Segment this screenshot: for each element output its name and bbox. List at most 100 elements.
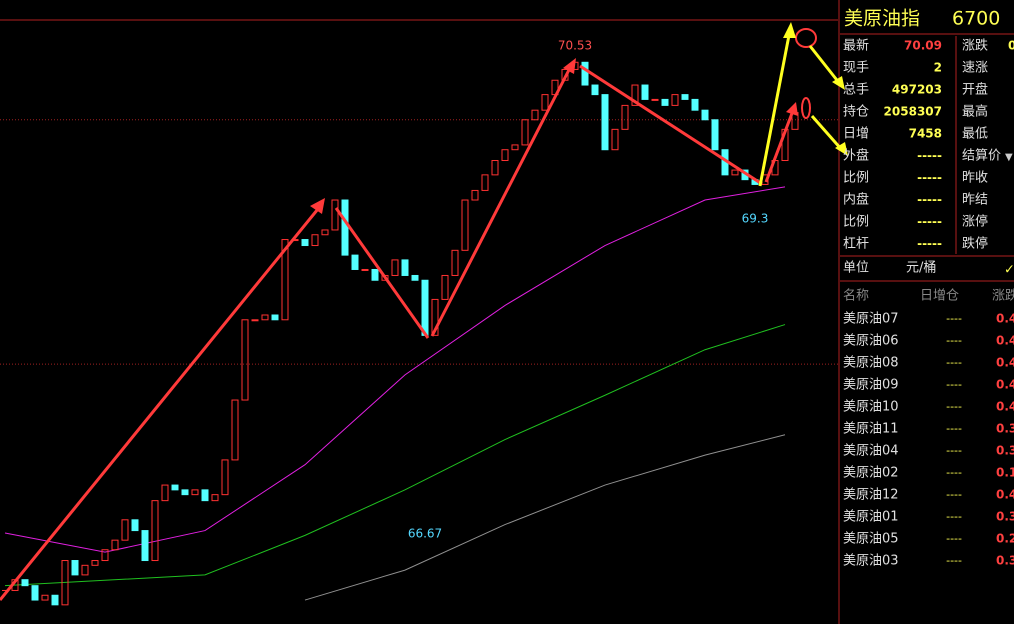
candle xyxy=(501,149,509,161)
candle xyxy=(391,259,399,276)
field-label: 最低 xyxy=(962,127,988,142)
candle xyxy=(701,109,709,121)
candle xyxy=(331,199,339,231)
arrow-head xyxy=(835,142,848,156)
candle xyxy=(151,500,159,562)
price-change: 0.4 xyxy=(996,334,1014,348)
trend-arrow xyxy=(0,203,324,601)
moving-average xyxy=(304,434,786,601)
candle xyxy=(261,314,269,321)
open-interest-change: ---- xyxy=(946,488,962,501)
contract-name: 美原油06 xyxy=(843,334,899,349)
field-label: 最新 xyxy=(843,38,869,54)
field-label: 现手 xyxy=(843,61,869,76)
price-change: 0.4 xyxy=(996,312,1014,326)
candle xyxy=(421,279,429,336)
open-interest-change: ---- xyxy=(946,466,962,479)
contract-name: 美原油02 xyxy=(843,466,899,481)
candle xyxy=(661,98,669,106)
price-change: 0.4 xyxy=(996,356,1014,370)
price-annotation: 70.53 xyxy=(558,38,592,52)
candle xyxy=(221,459,229,496)
candle xyxy=(271,314,279,321)
projection-arrow xyxy=(758,29,792,187)
candle xyxy=(311,234,319,247)
price-change: 0.3 xyxy=(996,444,1014,458)
price-change: 0.1 xyxy=(996,466,1014,480)
candle xyxy=(491,159,499,176)
field-label: 杠杆 xyxy=(843,236,869,252)
trend-arrow xyxy=(430,63,574,337)
check-icon: ✓ xyxy=(1004,263,1014,278)
field-label: 比例 xyxy=(843,215,869,230)
contract-name: 美原油01 xyxy=(843,510,899,525)
candle xyxy=(241,319,249,401)
candle xyxy=(631,84,639,106)
field-label: 内盘 xyxy=(843,192,869,208)
open-interest-change: ---- xyxy=(946,378,962,391)
field-value: ----- xyxy=(917,193,942,207)
quote-code: 6700 xyxy=(952,8,1000,30)
candle xyxy=(451,249,459,276)
candle xyxy=(531,109,539,121)
arrow-head xyxy=(310,198,325,214)
contract-name: 美原油04 xyxy=(843,444,899,459)
price-change: 0.2 xyxy=(996,532,1014,546)
open-interest-change: ---- xyxy=(946,356,962,369)
candle xyxy=(101,549,109,562)
candle xyxy=(581,61,589,86)
moving-average xyxy=(4,324,786,587)
candle xyxy=(431,298,439,336)
candle xyxy=(191,489,199,496)
candle xyxy=(731,169,739,176)
contract-name: 美原油07 xyxy=(843,312,899,327)
open-interest-change: ---- xyxy=(946,334,962,347)
candle xyxy=(411,274,419,281)
field-value: 2058307 xyxy=(884,105,942,119)
candle xyxy=(71,560,79,576)
field-value: 497203 xyxy=(892,83,942,97)
trend-arrow xyxy=(764,107,796,183)
candle xyxy=(461,199,469,251)
field-label: 昨结 xyxy=(962,193,988,208)
open-interest-change: ---- xyxy=(946,510,962,523)
candle xyxy=(471,189,479,201)
field-label: 日增 xyxy=(843,127,869,142)
candle xyxy=(481,174,489,191)
trend-arrows xyxy=(0,28,817,601)
field-label: 持仓 xyxy=(843,105,869,120)
circle-mark xyxy=(801,97,811,119)
open-interest-change: ---- xyxy=(946,400,962,413)
candle xyxy=(621,104,629,130)
dropdown-icon[interactable]: ▼ xyxy=(1005,152,1013,163)
open-interest-change: ---- xyxy=(946,312,962,325)
candle xyxy=(21,579,29,587)
contract-name: 美原油03 xyxy=(843,554,899,569)
candle xyxy=(651,98,659,101)
projection-arrows xyxy=(758,22,848,187)
moving-average xyxy=(4,186,786,553)
candle xyxy=(111,539,119,551)
field-label: 跌停 xyxy=(962,236,988,252)
field-value: 2 xyxy=(934,61,942,75)
quote-title: 美原油指 xyxy=(844,8,920,30)
candle xyxy=(711,119,719,151)
price-annotation: 69.3 xyxy=(742,212,769,226)
candle xyxy=(211,494,219,502)
field-label: 比例 xyxy=(843,171,869,186)
field-label: 结算价 xyxy=(962,149,1001,164)
candle xyxy=(171,484,179,491)
list-header: 日增仓 xyxy=(920,289,959,304)
candle xyxy=(401,259,409,276)
arrow-head xyxy=(832,76,845,90)
candle xyxy=(81,564,89,576)
price-change: 0.3 xyxy=(996,510,1014,524)
price-change: 0.4 xyxy=(996,378,1014,392)
field-value: ----- xyxy=(917,171,942,185)
unit-value: 元/桶 xyxy=(906,261,936,276)
projection-arrow xyxy=(810,115,844,151)
candle xyxy=(41,594,49,601)
candle xyxy=(231,399,239,461)
